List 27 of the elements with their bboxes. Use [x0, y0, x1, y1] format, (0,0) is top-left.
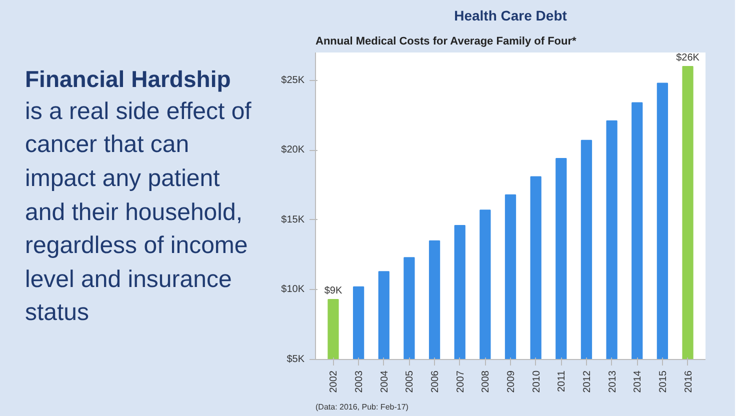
x-tick-label: 2013	[607, 370, 618, 393]
x-tick-label: 2006	[430, 370, 442, 393]
chart-title: Health Care Debt	[454, 8, 568, 24]
y-tick-label: $20K	[281, 144, 305, 156]
x-tick-label: 2004	[379, 370, 390, 393]
y-tick-label: $15K	[281, 214, 305, 226]
x-tick-label: 2010	[531, 370, 542, 393]
x-tick-label: 2016	[683, 370, 694, 393]
text: is a real side effect of cancer that can impact any patient and their household, regardless of income level and insurance status	[25, 96, 252, 328]
x-tick-label: 2012	[582, 370, 593, 393]
x-tick-label: 2011	[556, 370, 568, 392]
data-label: $26K	[676, 52, 700, 64]
x-tick-label: 2014	[632, 370, 644, 393]
x-tick-label: 2002	[328, 370, 340, 393]
y-tick-label: $5K	[286, 354, 305, 365]
x-tick-label: 2009	[506, 370, 517, 393]
x-tick-label: 2003	[354, 370, 366, 393]
text: (Data: 2016, Pub: Feb-17)	[316, 402, 409, 412]
y-tick-label: $25K	[281, 74, 305, 86]
x-tick-label: 2005	[404, 370, 416, 393]
chart-subtitle: Annual Medical Costs for Average Family of Four*	[316, 36, 578, 48]
text: Financial Hardship	[25, 65, 232, 94]
y-tick-label: $10K	[281, 284, 305, 296]
x-tick-label: 2015	[658, 370, 669, 393]
x-tick-label: 2008	[480, 370, 492, 393]
data-label: $9K	[324, 285, 342, 296]
x-tick-label: 2007	[455, 370, 466, 393]
